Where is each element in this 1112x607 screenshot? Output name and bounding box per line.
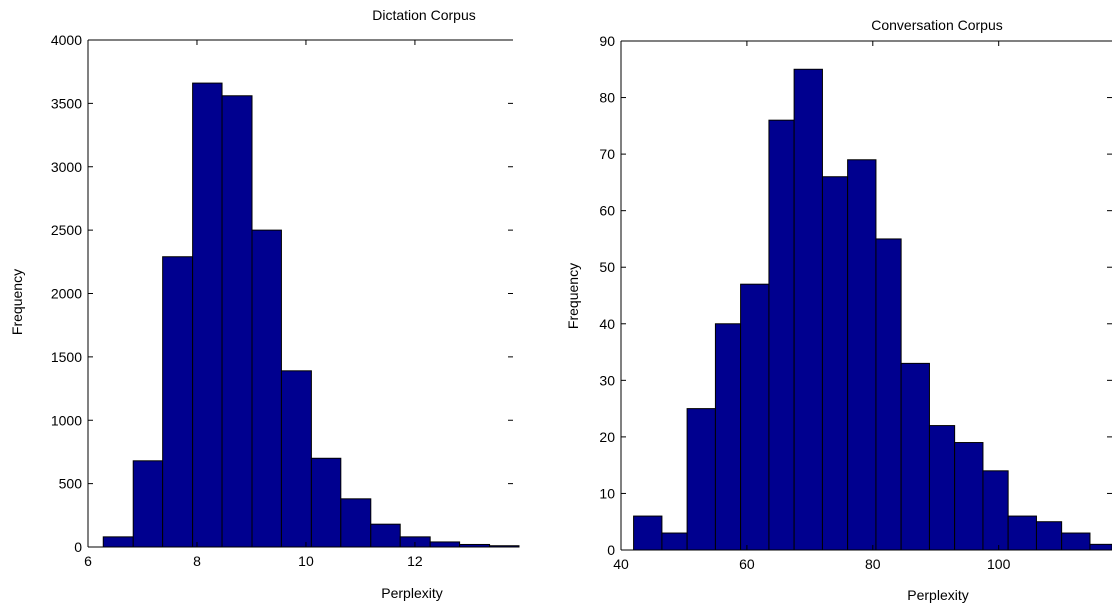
conversation-bar — [686, 408, 716, 551]
conversation-y-ticks: 0 10 20 30 40 50 60 70 80 90 — [599, 33, 1112, 558]
conversation-bars — [633, 68, 1112, 551]
dictation-bar — [251, 229, 282, 548]
conversation-x-tick-label: 40 — [613, 556, 629, 572]
dictation-bar — [132, 460, 164, 548]
conversation-y-tick-label: 90 — [599, 33, 615, 49]
dictation-bar — [162, 256, 194, 548]
conversation-x-tick-label: 80 — [865, 556, 881, 572]
conversation-bar — [1035, 521, 1063, 551]
dictation-y-tick-label: 2000 — [51, 286, 82, 302]
conversation-y-tick-label: 70 — [599, 146, 615, 162]
dictation-bar — [340, 498, 372, 548]
conversation-bar — [928, 425, 956, 551]
conversation-bar — [1061, 532, 1091, 551]
conversation-x-ticks: 40 60 80 100 — [613, 41, 1011, 572]
dictation-y-tick-label: 3000 — [51, 159, 82, 175]
conversation-bar — [900, 362, 930, 551]
conversation-x-axis-label: Perplexity — [907, 587, 968, 603]
conversation-bar — [954, 442, 984, 551]
dictation-title: Dictation Corpus — [372, 7, 476, 23]
conversation-bar — [714, 323, 742, 551]
dictation-y-axis-label: Frequency — [9, 269, 25, 335]
conversation-histogram: 0 10 20 30 40 50 60 70 80 90 40 60 80 100 Conversati… — [565, 17, 1112, 603]
dictation-y-tick-label: 1500 — [51, 349, 82, 365]
dictation-y-tick-label: 500 — [59, 476, 83, 492]
conversation-bar — [768, 119, 795, 551]
dictation-x-ticks: 6 8 10 12 — [84, 40, 423, 569]
dictation-x-tick-label: 6 — [84, 553, 92, 569]
conversation-y-tick-label: 20 — [599, 429, 615, 445]
conversation-y-tick-label: 80 — [599, 90, 615, 106]
conversation-bar — [793, 68, 823, 551]
conversation-bar — [847, 159, 877, 551]
conversation-y-tick-label: 10 — [599, 485, 615, 501]
dictation-y-tick-label: 4000 — [51, 32, 82, 48]
conversation-y-tick-label: 0 — [607, 542, 615, 558]
conversation-bar — [821, 176, 849, 551]
dictation-x-axis-label: Perplexity — [381, 585, 442, 601]
conversation-bar — [740, 283, 770, 551]
dictation-x-tick-label: 8 — [193, 553, 201, 569]
dictation-bar — [310, 457, 342, 548]
dictation-bar — [280, 370, 312, 548]
conversation-y-tick-label: 60 — [599, 203, 615, 219]
conversation-bar — [1007, 515, 1037, 551]
dictation-bar — [192, 82, 223, 548]
dictation-bars — [102, 82, 520, 548]
conversation-bar — [633, 515, 663, 551]
conversation-y-tick-label: 50 — [599, 259, 615, 275]
conversation-bar — [982, 470, 1009, 551]
dictation-x-tick-label: 12 — [407, 553, 423, 569]
conversation-y-axis-label: Frequency — [565, 263, 581, 329]
conversation-x-tick-label: 100 — [987, 556, 1011, 572]
dictation-y-tick-label: 1000 — [51, 412, 82, 428]
dictation-y-tick-label: 2500 — [51, 222, 82, 238]
conversation-y-tick-label: 40 — [599, 316, 615, 332]
dictation-y-tick-label: 0 — [74, 539, 82, 555]
dictation-bar — [102, 536, 134, 548]
conversation-x-tick-label: 60 — [739, 556, 755, 572]
dictation-x-tick-label: 10 — [298, 553, 314, 569]
dictation-bar — [221, 95, 253, 548]
dictation-bar — [370, 523, 401, 548]
conversation-y-tick-label: 30 — [599, 372, 615, 388]
conversation-bar — [1089, 543, 1112, 551]
dictation-bar — [429, 541, 461, 548]
dictation-y-ticks: 0 500 1000 1500 2000 2500 3000 3500 4000 — [51, 32, 513, 555]
dictation-y-tick-label: 3500 — [51, 95, 82, 111]
conversation-bar — [661, 532, 688, 551]
conversation-title: Conversation Corpus — [871, 17, 1003, 33]
conversation-bar — [875, 238, 902, 551]
conversation-axes — [620, 40, 1112, 551]
